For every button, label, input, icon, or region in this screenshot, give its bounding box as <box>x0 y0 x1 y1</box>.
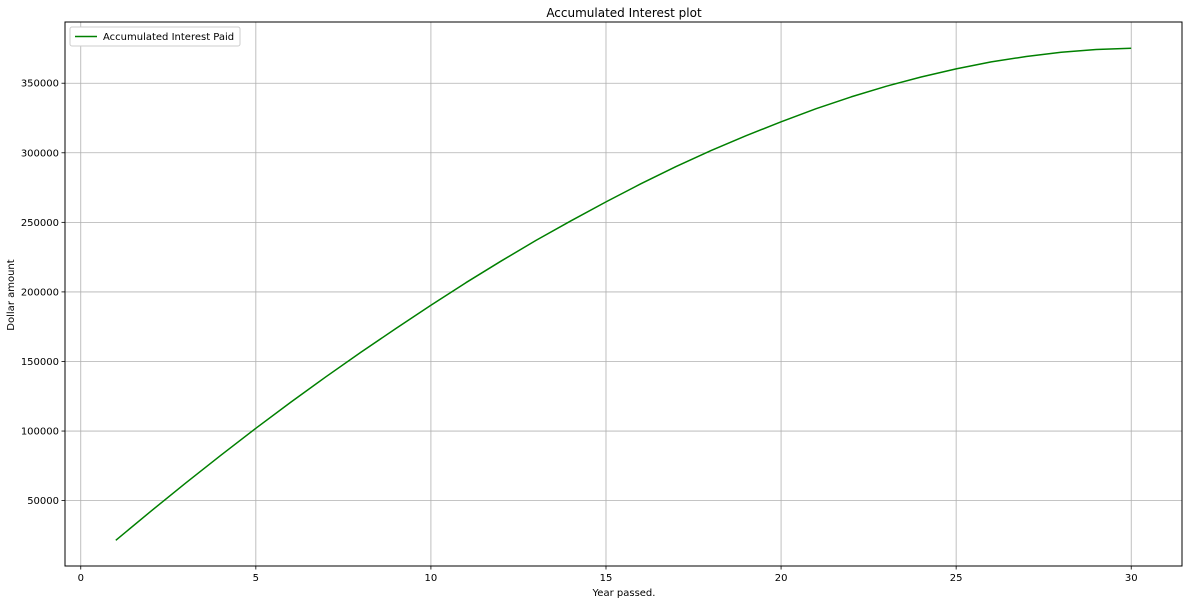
y-tick-label: 250000 <box>21 218 59 229</box>
x-tick-label: 15 <box>600 573 613 584</box>
legend-box <box>69 26 241 47</box>
x-tick-label: 0 <box>78 573 84 584</box>
legend: Accumulated Interest Paid <box>69 26 241 47</box>
x-tick-label: 5 <box>253 573 259 584</box>
plot-frame <box>64 21 1183 567</box>
axis-ticks: 0 5 10 15 20 25 30 50000 100000 150000 200000 25000… <box>21 79 1138 584</box>
chart-title: Accumulated Interest plot <box>546 6 702 20</box>
x-tick-label: 20 <box>775 573 788 584</box>
y-tick-label: 150000 <box>21 357 59 368</box>
y-tick-label: 300000 <box>21 148 59 159</box>
series-layer <box>115 47 1132 541</box>
y-tick-label: 200000 <box>21 287 59 298</box>
grid <box>65 22 1182 566</box>
x-tick-label: 30 <box>1125 573 1138 584</box>
x-tick-label: 25 <box>950 573 963 584</box>
y-tick-label: 50000 <box>27 496 59 507</box>
y-tick-label: 350000 <box>21 79 59 90</box>
series-line <box>115 47 1132 541</box>
y-axis-label: Dollar amount <box>6 259 17 330</box>
x-tick-label: 10 <box>425 573 438 584</box>
y-tick-label: 100000 <box>21 427 59 438</box>
legend-label: Accumulated Interest Paid <box>103 32 234 43</box>
x-axis-label: Year passed. <box>592 588 656 599</box>
